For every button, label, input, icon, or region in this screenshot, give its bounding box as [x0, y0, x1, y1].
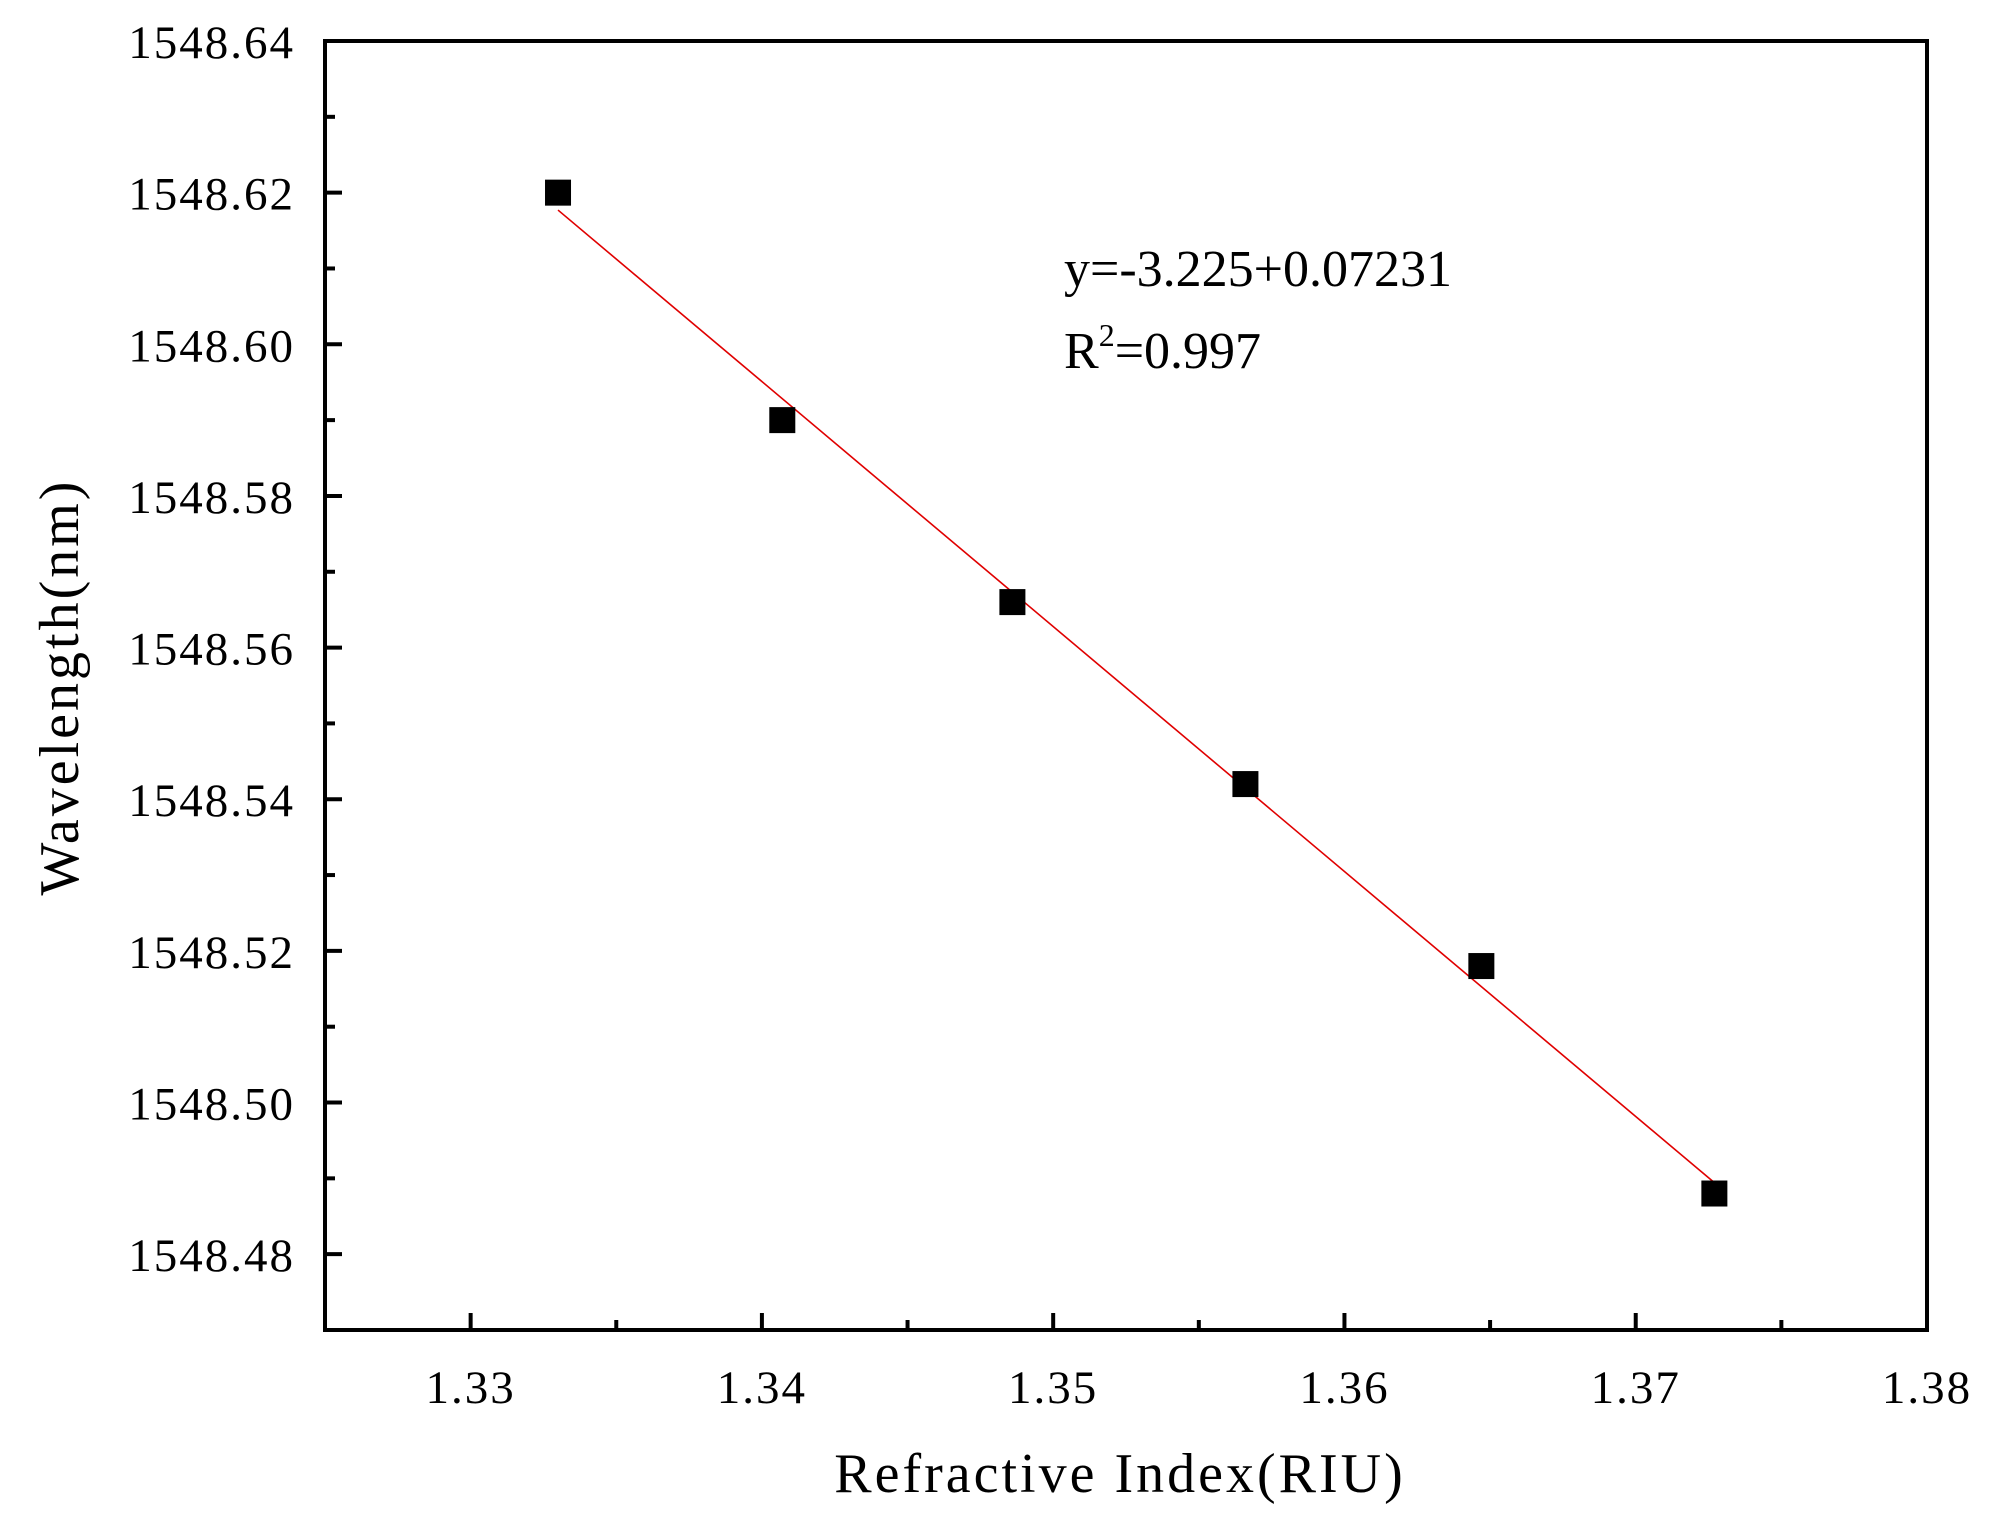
data-point — [1232, 771, 1259, 798]
r-squared-prefix: R — [1064, 323, 1099, 380]
x-tick-label: 1.35 — [1008, 1362, 1098, 1414]
x-tick-label: 1.34 — [717, 1362, 807, 1414]
data-point — [999, 589, 1026, 616]
y-tick-label: 1548.52 — [128, 927, 295, 979]
y-tick-label: 1548.54 — [128, 775, 295, 827]
data-point — [1701, 1180, 1728, 1207]
y-tick-label: 1548.48 — [128, 1230, 295, 1282]
r-squared-sup: 2 — [1099, 317, 1115, 353]
y-tick-label: 1548.56 — [128, 624, 295, 676]
r-squared: R2=0.997 — [1064, 317, 1261, 380]
y-tick-label: 1548.60 — [128, 320, 295, 372]
data-point — [769, 407, 796, 434]
x-tick-label: 1.36 — [1299, 1362, 1389, 1414]
y-tick-label: 1548.64 — [128, 17, 295, 69]
tick-labels: 1.33 1.34 1.35 1.36 1.37 1.38 1548.48 1548.50 15… — [128, 17, 1972, 1414]
data-point — [1468, 953, 1495, 980]
r-squared-value: =0.997 — [1115, 323, 1261, 380]
x-tick-label: 1.33 — [426, 1362, 516, 1414]
plot-marks — [545, 179, 1728, 1207]
fit-line — [557, 209, 1715, 1184]
data-point — [545, 179, 572, 206]
y-tick-label: 1548.62 — [128, 169, 295, 221]
y-tick-label: 1548.58 — [128, 472, 295, 524]
y-axis-title: Wavelength(nm) — [29, 479, 91, 896]
fit-equation: y=-3.225+0.07231 — [1064, 241, 1452, 298]
x-tick-label: 1.38 — [1882, 1362, 1972, 1414]
x-tick-label: 1.37 — [1591, 1362, 1681, 1414]
y-tick-label: 1548.50 — [128, 1079, 295, 1131]
plot-frame — [323, 39, 1929, 1332]
x-axis-title: Refractive Index(RIU) — [834, 1443, 1405, 1505]
